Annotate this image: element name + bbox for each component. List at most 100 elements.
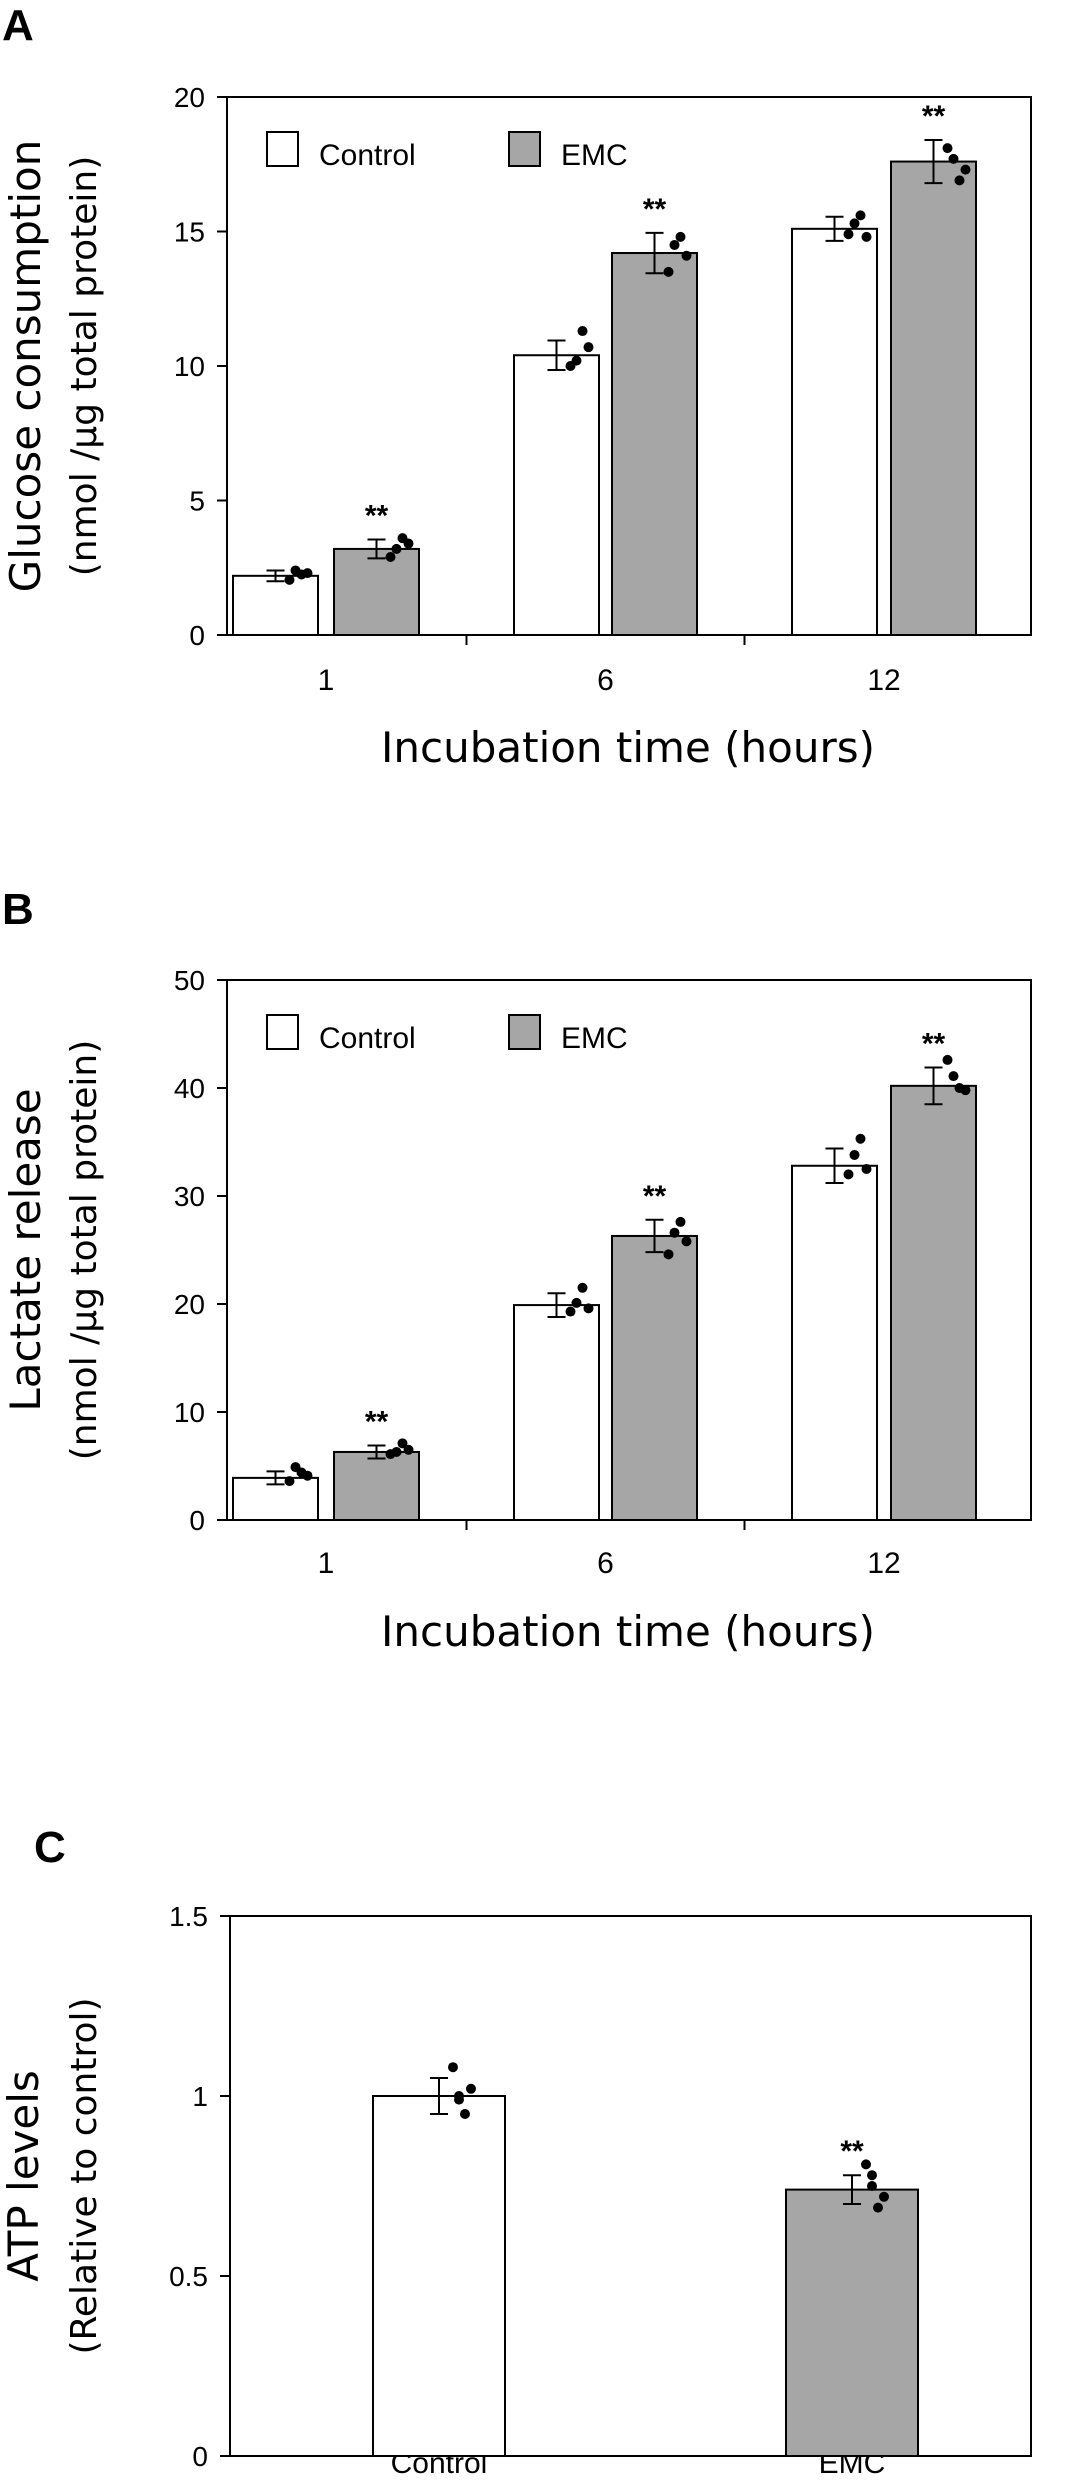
panel-c-y-axis-title: ATP levels <box>0 2070 48 2282</box>
bar <box>333 547 420 636</box>
data-point <box>960 1085 971 1096</box>
y-tick-label: 50 <box>174 965 205 996</box>
data-point <box>571 355 582 366</box>
y-tick-label: 40 <box>174 1073 205 1104</box>
panel-b-legend: Control EMC <box>266 1014 628 1055</box>
legend-emc-swatch <box>508 1014 541 1050</box>
data-point <box>663 1249 674 1260</box>
legend-control-label: Control <box>319 1022 416 1055</box>
significance-label: ** <box>922 1027 946 1060</box>
panel-c-bars: ** <box>372 2062 919 2458</box>
data-point <box>577 326 588 337</box>
data-point <box>948 1071 959 1082</box>
panel-b-y-ticks: 0 10 20 30 40 50 <box>174 965 227 1536</box>
legend-control-label: Control <box>319 139 416 172</box>
data-point <box>873 2202 883 2213</box>
data-point <box>855 210 866 221</box>
significance-label: ** <box>643 1180 667 1213</box>
data-point <box>681 250 692 261</box>
data-point <box>454 2094 464 2105</box>
bar <box>791 227 878 636</box>
data-point <box>284 574 295 585</box>
data-point <box>843 1169 854 1180</box>
data-point <box>577 1282 588 1293</box>
data-point <box>391 543 402 554</box>
significance-label: ** <box>365 500 389 533</box>
panel-c-letter: C <box>34 1823 66 1872</box>
data-point <box>861 2159 871 2170</box>
data-point <box>942 143 953 154</box>
bar <box>232 574 319 637</box>
bar <box>785 2188 919 2458</box>
legend-emc-swatch <box>508 131 541 167</box>
data-point <box>391 1446 402 1457</box>
x-tick-label: 1 <box>318 664 335 697</box>
data-point <box>565 1306 576 1317</box>
panel-a-bars: ** ** ** <box>232 100 977 637</box>
y-tick-label: 1 <box>192 2081 208 2112</box>
y-tick-label: 5 <box>189 486 205 517</box>
y-tick-label: 0 <box>192 2441 208 2472</box>
y-tick-label: 1.5 <box>169 1901 208 1932</box>
data-point <box>460 2109 470 2119</box>
data-point <box>466 2083 476 2094</box>
x-tick-label: 1 <box>318 1547 335 1580</box>
data-point <box>290 1462 301 1473</box>
data-point <box>942 1054 953 1065</box>
panel-a-x-ticks: 1 6 12 <box>318 635 901 697</box>
data-point <box>849 218 860 229</box>
data-point <box>948 153 959 164</box>
panel-a-legend: Control EMC <box>266 131 628 172</box>
panel-b-x-axis-title: Incubation time (hours) <box>381 1607 875 1656</box>
data-point <box>843 229 854 240</box>
panel-b-y-axis-title: Lactate release <box>1 1088 50 1411</box>
data-point <box>954 175 965 186</box>
data-point <box>675 1216 686 1227</box>
panel-c-y-axis-units: (Relative to control) <box>64 1997 105 2354</box>
legend-emc-label: EMC <box>561 1022 628 1055</box>
bar <box>611 252 698 637</box>
y-tick-label: 10 <box>174 351 205 382</box>
data-point <box>403 538 414 549</box>
data-point <box>861 231 872 242</box>
bar <box>333 1450 420 1521</box>
x-tick-label: 12 <box>867 664 900 697</box>
x-tick-label: 12 <box>867 1547 900 1580</box>
bar <box>791 1164 878 1521</box>
data-point <box>849 1149 860 1160</box>
panel-c-y-ticks: 0 0.5 1 1.5 <box>169 1901 230 2472</box>
panel-b-x-ticks: 1 6 12 <box>318 1520 901 1580</box>
data-point <box>960 164 971 175</box>
y-tick-label: 20 <box>174 1289 205 1320</box>
significance-label: ** <box>840 2135 864 2168</box>
data-point <box>879 2191 889 2202</box>
data-point <box>669 239 680 250</box>
data-point <box>681 1236 692 1247</box>
panel-a-y-axis-title: Glucose consumption <box>1 140 50 593</box>
data-point <box>290 565 301 576</box>
data-point <box>302 1470 313 1481</box>
data-point <box>571 1297 582 1308</box>
panel-b-bars: ** ** ** <box>232 1027 977 1522</box>
panel-b-letter: B <box>2 885 34 934</box>
significance-label: ** <box>922 100 946 133</box>
data-point <box>663 266 674 277</box>
bar <box>513 1304 600 1521</box>
y-tick-label: 10 <box>174 1397 205 1428</box>
legend-emc-label: EMC <box>561 139 628 172</box>
bar <box>611 1234 698 1521</box>
panel-a-x-axis-title: Incubation time (hours) <box>381 723 875 772</box>
data-point <box>861 1164 872 1174</box>
data-point <box>855 1133 866 1144</box>
data-point <box>583 342 594 353</box>
legend-control-swatch <box>266 1014 299 1050</box>
y-tick-label: 0.5 <box>169 2261 208 2292</box>
x-tick-label: 6 <box>597 664 614 697</box>
data-point <box>385 551 396 562</box>
bar <box>890 160 977 636</box>
bar <box>890 1084 977 1521</box>
data-point <box>397 1438 408 1449</box>
